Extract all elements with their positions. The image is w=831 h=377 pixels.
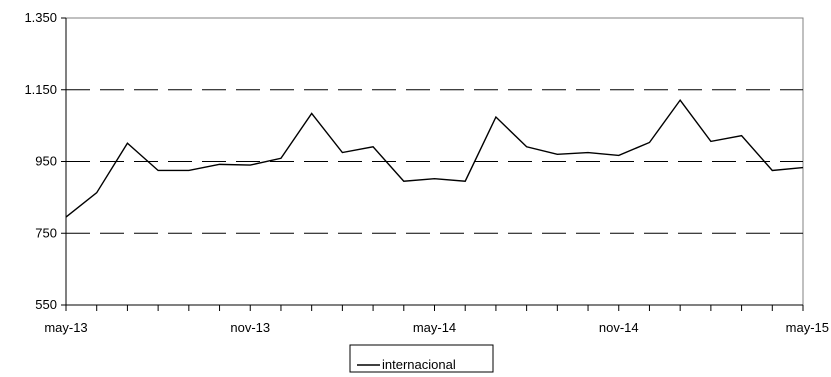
y-tick-label: 1.150 [24,82,57,97]
x-tick-label: may-13 [44,320,87,335]
y-tick-label: 550 [35,297,57,312]
x-tick-label: nov-14 [599,320,639,335]
y-tick-label: 750 [35,225,57,240]
x-tick-label: nov-13 [230,320,270,335]
y-tick-label: 1.350 [24,10,57,25]
y-tick-label: 950 [35,154,57,169]
series-line-internacional [65,98,804,218]
x-tick-label: may-15 [786,320,829,335]
x-tick-label: may-14 [413,320,456,335]
legend-label: internacional [382,357,456,372]
legend-box [349,344,494,373]
